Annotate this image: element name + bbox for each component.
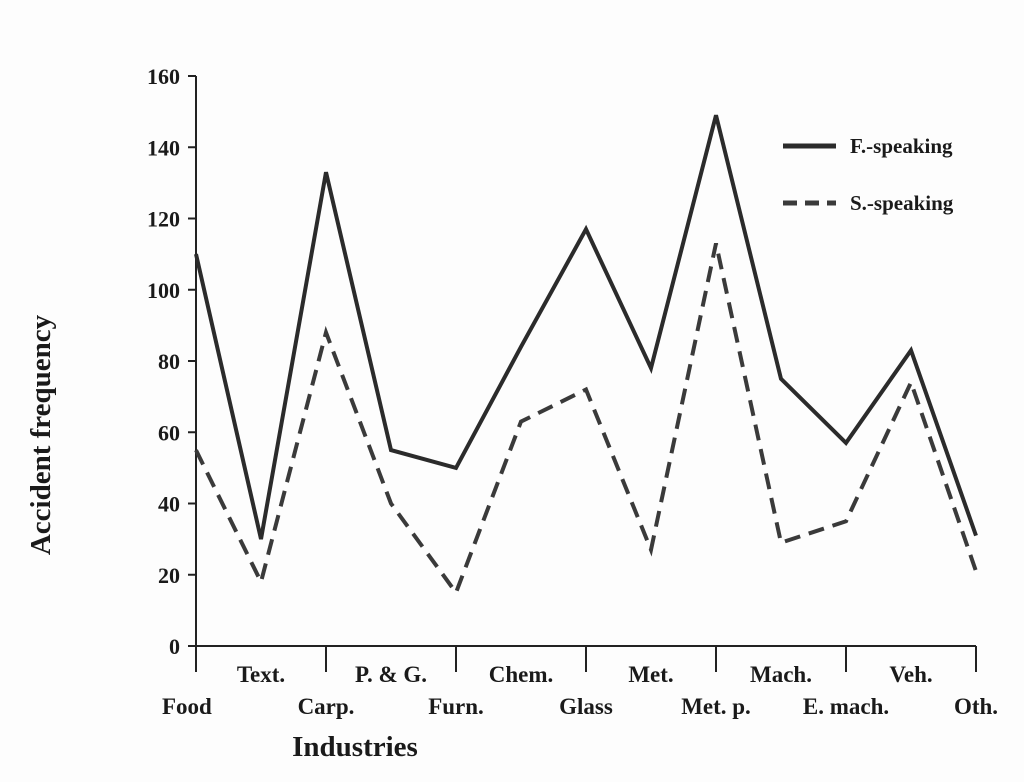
x-category-label: Text. [237, 662, 285, 687]
legend: F.-speaking S.-speaking [783, 134, 954, 215]
y-tick-label: 40 [158, 492, 180, 517]
y-tick-label: 60 [158, 420, 180, 445]
x-category-label: Mach. [750, 662, 812, 687]
x-axis-title: Industries [292, 731, 418, 763]
axes [195, 76, 976, 647]
x-category-label: P. & G. [355, 662, 427, 687]
y-axis-ticks: 0 20 40 60 80 100 120 140 160 [147, 64, 196, 659]
series-lines [194, 114, 978, 597]
y-tick-label: 80 [158, 349, 180, 374]
y-tick-label: 20 [158, 563, 180, 588]
x-category-label: Veh. [889, 662, 932, 687]
y-tick-label: 140 [147, 135, 180, 160]
x-category-label: Glass [559, 694, 613, 719]
y-tick-label: 120 [147, 207, 180, 232]
y-tick-label: 160 [147, 64, 180, 89]
x-category-label: Met. p. [681, 694, 751, 719]
x-category-label: Met. [628, 662, 673, 687]
x-category-label: Furn. [428, 694, 484, 719]
series-line-solid [194, 114, 978, 540]
series-line-dashed [194, 242, 978, 597]
y-axis-title: Accident frequency [25, 314, 57, 555]
x-category-label: Food [162, 694, 212, 719]
y-tick-label: 0 [169, 634, 180, 659]
x-category-label: Carp. [298, 694, 355, 719]
legend-entry-label: F.-speaking [850, 134, 953, 158]
x-category-label: Oth. [954, 694, 998, 719]
legend-entry-label: S.-speaking [850, 191, 954, 215]
y-tick-label: 100 [147, 278, 180, 303]
x-category-label: Chem. [489, 662, 554, 687]
x-axis-category-labels: Food Text. Carp.P. & G.Furn.Chem.Glass Met.… [162, 646, 998, 719]
x-category-label: E. mach. [803, 694, 889, 719]
